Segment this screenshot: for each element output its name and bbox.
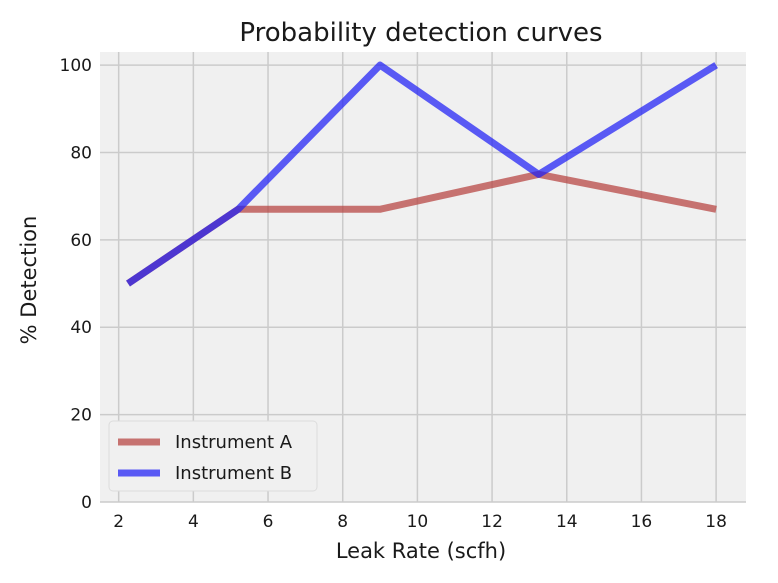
legend-label: Instrument A [175, 432, 293, 453]
y-tick-label: 80 [70, 143, 92, 163]
x-tick-label: 14 [556, 512, 578, 532]
x-axis-label: Leak Rate (scfh) [336, 539, 506, 563]
x-tick-label: 18 [705, 512, 727, 532]
chart-title: Probability detection curves [239, 18, 602, 48]
x-tick-label: 12 [481, 512, 503, 532]
x-tick-label: 2 [113, 512, 124, 532]
legend: Instrument A Instrument B [109, 421, 317, 491]
y-tick-label: 100 [60, 56, 92, 76]
x-tick-label: 6 [263, 512, 274, 532]
y-tick-label: 60 [70, 231, 92, 251]
legend-label: Instrument B [175, 463, 292, 484]
y-tick-label: 0 [81, 493, 92, 513]
x-tick-label: 8 [337, 512, 348, 532]
x-tick-label: 4 [188, 512, 199, 532]
y-tick-label: 20 [70, 406, 92, 426]
y-tick-label: 40 [70, 318, 92, 338]
x-tick-label: 16 [631, 512, 653, 532]
x-tick-label: 10 [407, 512, 429, 532]
y-axis-label: % Detection [17, 216, 41, 345]
